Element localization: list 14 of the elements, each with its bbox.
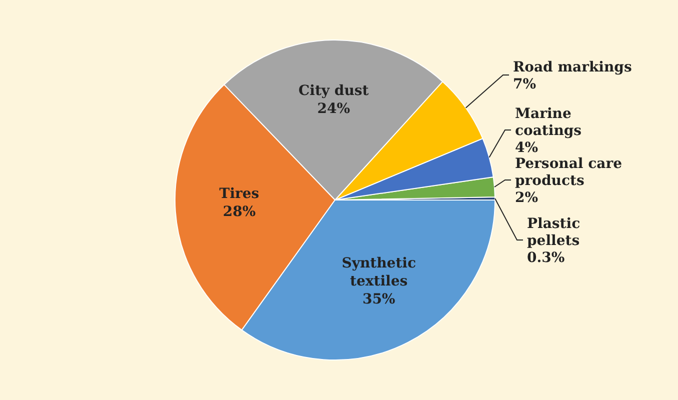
slice-label: Personal care products — [515, 156, 622, 189]
slice-label: Plastic pellets — [527, 216, 580, 249]
slice-label: Synthetic textiles — [342, 255, 416, 290]
slice-label: Marine coatings — [515, 106, 582, 139]
data-label: 0.3% — [527, 250, 565, 266]
data-label: 2% — [515, 190, 538, 206]
slice-label: Road markings — [513, 60, 632, 76]
data-label: 28% — [222, 204, 256, 220]
data-label: 24% — [317, 101, 350, 118]
slice-label: City dust — [298, 83, 370, 100]
data-label: 4% — [515, 140, 538, 156]
data-label: 35% — [362, 291, 396, 308]
data-label: 7% — [513, 76, 536, 92]
slice-label: Tires — [219, 186, 260, 202]
